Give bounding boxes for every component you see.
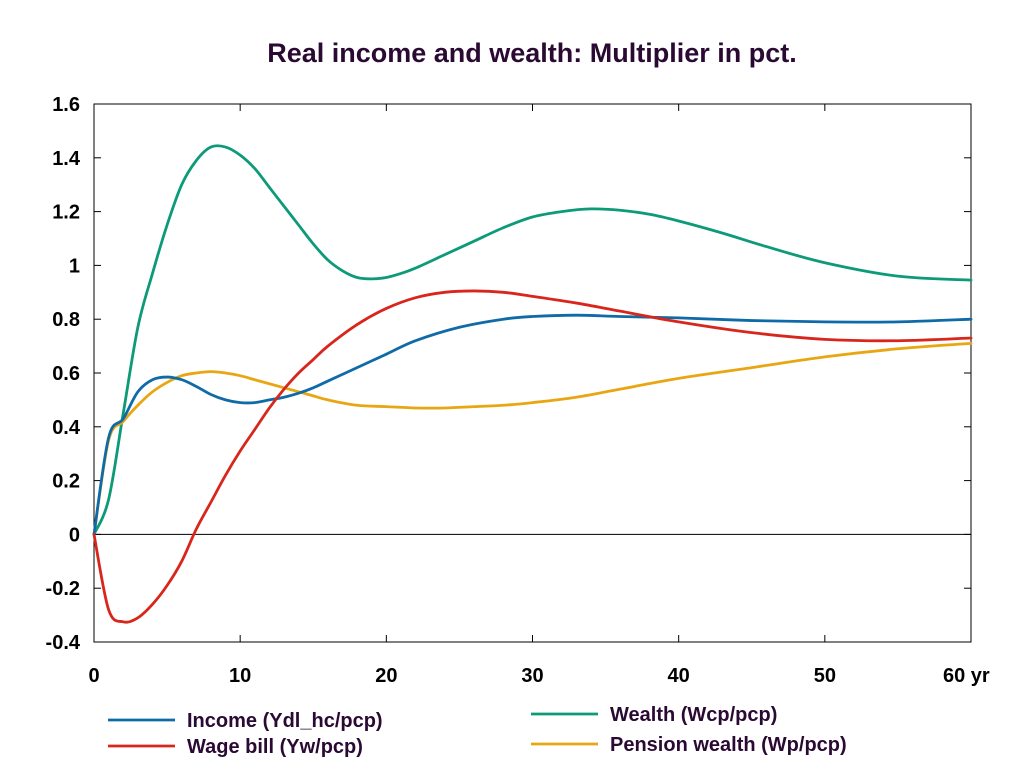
legend-label-wealth: Wealth (Wcp/pcp) xyxy=(610,704,777,726)
chart-title: Real income and wealth: Multiplier in pc… xyxy=(267,38,797,68)
y-tick-label: 1 xyxy=(69,255,80,277)
x-tick-label: 0 xyxy=(88,665,99,687)
series-line-pension xyxy=(92,342,973,536)
y-tick-label: 0 xyxy=(69,524,80,546)
x-tick-label: 30 xyxy=(521,665,543,687)
series-line-income xyxy=(92,313,973,536)
y-tick-label: 0.4 xyxy=(52,417,81,439)
x-tick-label: 60 yr xyxy=(943,665,990,687)
y-tick-label: 1.4 xyxy=(52,148,81,170)
x-tick-label: 10 xyxy=(229,665,251,687)
x-tick-label: 50 xyxy=(814,665,836,687)
x-tick-label: 40 xyxy=(668,665,690,687)
x-tick-label: 20 xyxy=(375,665,397,687)
legend: Income (Ydl_hc/pcp) Wage bill (Yw/pcp) Wea… xyxy=(108,704,847,758)
legend-label-income: Income (Ydl_hc/pcp) xyxy=(187,710,383,732)
y-tick-label: 0.2 xyxy=(52,471,80,493)
y-tick-label: -0.4 xyxy=(46,632,81,654)
series-line-wage xyxy=(92,289,973,624)
plot-area: -0.4 -0.2 0 0.2 0.4 0.6 0.8 1 1.2 1.4 1.6 0 10 20 30 40… xyxy=(46,94,990,687)
y-tick-label: 1.2 xyxy=(52,202,80,224)
legend-label-pension: Pension wealth (Wp/pcp) xyxy=(610,734,847,756)
y-tick-label: 0.8 xyxy=(52,309,80,331)
series-line-wealth xyxy=(92,144,973,536)
legend-label-wage: Wage bill (Yw/pcp) xyxy=(187,736,363,758)
y-tick-label: 1.6 xyxy=(52,94,80,116)
y-tick-label: -0.2 xyxy=(46,578,80,600)
y-tick-label: 0.6 xyxy=(52,363,80,385)
